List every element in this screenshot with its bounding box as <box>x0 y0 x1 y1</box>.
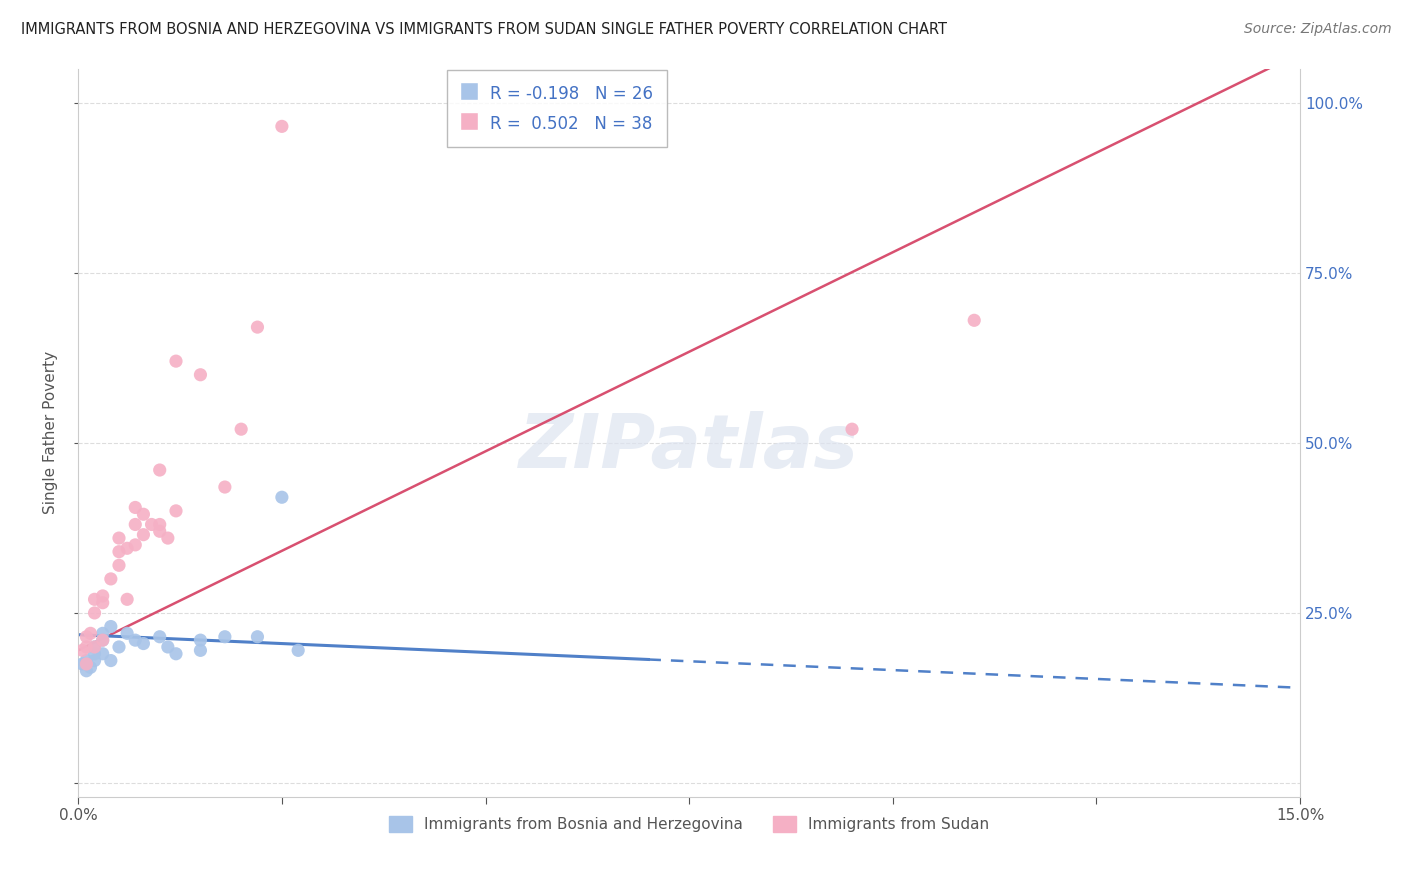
Point <box>100 654 122 668</box>
Point <box>165 647 187 661</box>
Point <box>270 120 292 134</box>
Point <box>287 643 309 657</box>
Point <box>141 517 163 532</box>
Point <box>963 313 986 327</box>
Point <box>75 640 97 654</box>
Point <box>124 633 146 648</box>
Point <box>83 647 105 661</box>
Point <box>149 463 172 477</box>
Point <box>124 500 146 515</box>
Point <box>79 660 101 674</box>
Point <box>124 538 146 552</box>
Point <box>149 517 172 532</box>
Point <box>149 524 172 539</box>
Point <box>165 504 187 518</box>
Point <box>156 531 179 545</box>
Legend: R = -0.198   N = 26, R =  0.502   N = 38: R = -0.198 N = 26, R = 0.502 N = 38 <box>447 70 666 147</box>
Point <box>132 508 155 522</box>
Point <box>75 630 97 644</box>
Point <box>246 320 269 334</box>
Point <box>246 630 269 644</box>
Point <box>79 626 101 640</box>
Point <box>100 619 122 633</box>
Point <box>100 572 122 586</box>
Point <box>115 626 138 640</box>
Y-axis label: Single Father Poverty: Single Father Poverty <box>44 351 58 514</box>
Point <box>83 654 105 668</box>
Point <box>165 354 187 368</box>
Point <box>91 596 114 610</box>
Point <box>124 517 146 532</box>
Point <box>83 640 105 654</box>
Point <box>91 647 114 661</box>
Point <box>132 527 155 541</box>
Point <box>841 422 863 436</box>
Text: ZIPatlas: ZIPatlas <box>519 410 859 483</box>
Point <box>108 544 131 558</box>
Point <box>72 643 94 657</box>
Point <box>83 640 105 654</box>
Point <box>108 531 131 545</box>
Point <box>214 480 236 494</box>
Point <box>91 633 114 648</box>
Point <box>190 368 212 382</box>
Point <box>91 626 114 640</box>
Point <box>72 657 94 671</box>
Point <box>231 422 253 436</box>
Point <box>75 664 97 678</box>
Point <box>132 636 155 650</box>
Point <box>214 630 236 644</box>
Point <box>270 490 292 504</box>
Point <box>83 592 105 607</box>
Text: Source: ZipAtlas.com: Source: ZipAtlas.com <box>1244 22 1392 37</box>
Text: IMMIGRANTS FROM BOSNIA AND HERZEGOVINA VS IMMIGRANTS FROM SUDAN SINGLE FATHER PO: IMMIGRANTS FROM BOSNIA AND HERZEGOVINA V… <box>21 22 948 37</box>
Point <box>149 630 172 644</box>
Point <box>156 640 179 654</box>
Point <box>190 643 212 657</box>
Point <box>115 541 138 556</box>
Point <box>91 589 114 603</box>
Point <box>83 606 105 620</box>
Point <box>115 592 138 607</box>
Point <box>190 633 212 648</box>
Point <box>75 657 97 671</box>
Point <box>108 558 131 573</box>
Point <box>108 640 131 654</box>
Point <box>91 633 114 648</box>
Point <box>75 657 97 671</box>
Point <box>75 654 97 668</box>
